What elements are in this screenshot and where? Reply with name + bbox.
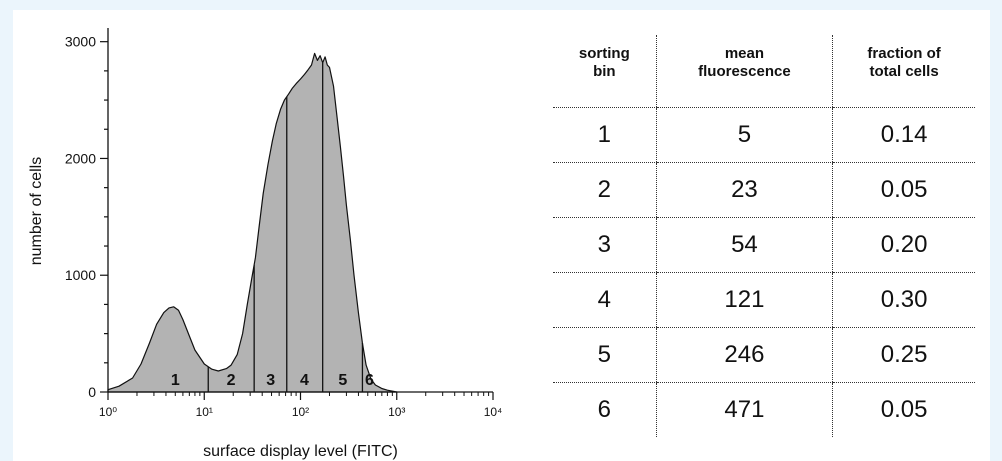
histogram-area (108, 53, 397, 392)
cell-fraction: 0.30 (833, 273, 975, 328)
y-tick-label: 2000 (65, 150, 96, 166)
y-tick-label: 1000 (65, 267, 96, 283)
table-row: 3 54 0.20 (553, 218, 975, 273)
table-header-row: sorting bin mean fluorescence fraction o… (553, 35, 975, 108)
table-row: 6 471 0.05 (553, 383, 975, 438)
cell-bin: 1 (553, 108, 656, 163)
bin-label: 6 (365, 372, 374, 389)
cell-bin: 5 (553, 328, 656, 383)
y-tick-label: 0 (88, 384, 96, 400)
bin-label: 5 (338, 372, 347, 389)
header-line: bin (557, 63, 652, 81)
cell-mean-fluorescence: 121 (656, 273, 833, 328)
cell-mean-fluorescence: 246 (656, 328, 833, 383)
figure-panel: 1 2 3 4 5 6 0 1000 2000 3000 10⁰ 10¹ 10² 10³ 10⁴ surfac… (13, 10, 990, 461)
bin-label: 1 (171, 372, 180, 389)
x-tick-label: 10¹ (196, 405, 213, 419)
bin-table-container: sorting bin mean fluorescence fraction o… (553, 35, 975, 437)
x-axis-title: surface display level (FITC) (203, 443, 398, 460)
header-mean-fluorescence: mean fluorescence (656, 35, 833, 108)
cell-mean-fluorescence: 23 (656, 163, 833, 218)
table-row: 5 246 0.25 (553, 328, 975, 383)
header-line: fluorescence (661, 63, 829, 81)
table-row: 4 121 0.30 (553, 273, 975, 328)
y-axis-title: number of cells (28, 157, 45, 266)
header-line: mean (661, 45, 829, 63)
bin-label: 3 (266, 372, 275, 389)
cell-bin: 6 (553, 383, 656, 438)
table-row: 2 23 0.05 (553, 163, 975, 218)
cell-bin: 3 (553, 218, 656, 273)
bin-label: 4 (300, 372, 309, 389)
header-line: fraction of (837, 45, 971, 63)
header-sorting-bin: sorting bin (553, 35, 656, 108)
cell-fraction: 0.20 (833, 218, 975, 273)
x-tick-label: 10⁴ (484, 405, 503, 419)
x-tick-label: 10² (292, 405, 309, 419)
cell-mean-fluorescence: 471 (656, 383, 833, 438)
table-row: 1 5 0.14 (553, 108, 975, 163)
cell-mean-fluorescence: 54 (656, 218, 833, 273)
cell-bin: 2 (553, 163, 656, 218)
cell-mean-fluorescence: 5 (656, 108, 833, 163)
bin-label: 2 (227, 372, 236, 389)
cell-fraction: 0.05 (833, 383, 975, 438)
histogram-chart: 1 2 3 4 5 6 0 1000 2000 3000 10⁰ 10¹ 10² 10³ 10⁴ surfac… (13, 10, 533, 461)
cell-bin: 4 (553, 273, 656, 328)
cell-fraction: 0.25 (833, 328, 975, 383)
cell-fraction: 0.05 (833, 163, 975, 218)
x-tick-label: 10³ (388, 405, 405, 419)
header-line: sorting (557, 45, 652, 63)
header-fraction-of-cells: fraction of total cells (833, 35, 975, 108)
bin-table: sorting bin mean fluorescence fraction o… (553, 35, 975, 437)
x-tick-label: 10⁰ (99, 405, 117, 419)
header-line: total cells (837, 63, 971, 81)
y-tick-label: 3000 (65, 34, 96, 50)
cell-fraction: 0.14 (833, 108, 975, 163)
